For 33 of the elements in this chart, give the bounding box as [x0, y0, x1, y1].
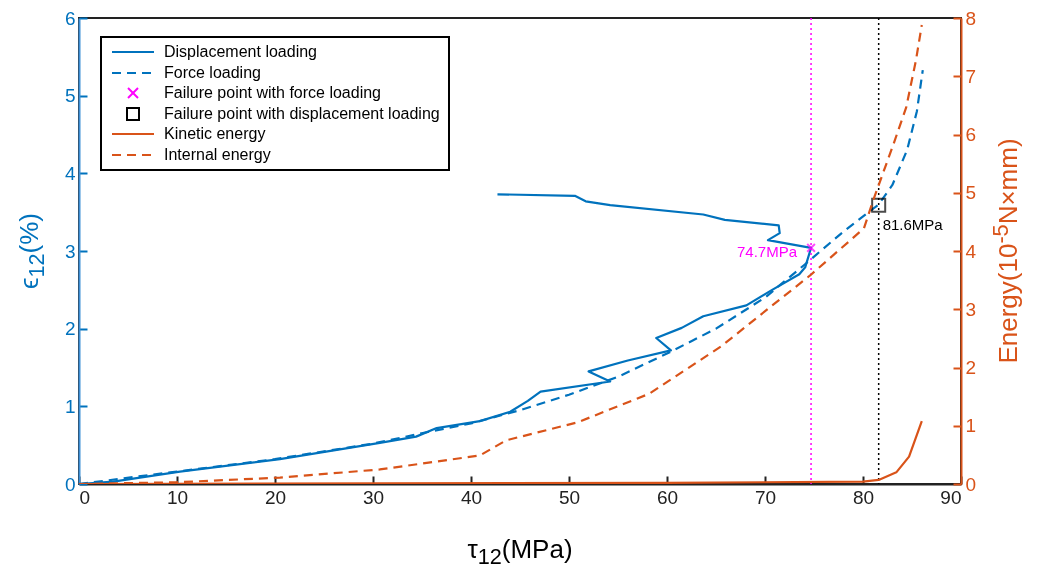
- y2-tick-label: 4: [965, 240, 977, 262]
- y2-tick-label: 6: [965, 124, 977, 145]
- x-tick-label: 90: [940, 486, 962, 508]
- y-tick-label: 3: [64, 240, 76, 262]
- x-tick-label: 80: [852, 486, 875, 508]
- annotation: 81.6MPa: [882, 216, 944, 234]
- x-tick-label: 40: [460, 486, 483, 508]
- y-tick-label: 2: [64, 318, 76, 340]
- x-axis-title: τ$_{12}$(MPa): [467, 533, 573, 571]
- x-tick-label: 70: [754, 486, 777, 508]
- legend-label: Failure point with force loading: [164, 84, 382, 103]
- legend-label: Displacement loading: [164, 43, 317, 62]
- annotation: 74.7MPa: [737, 242, 798, 260]
- y2-tick-label: 1: [965, 415, 977, 437]
- y2-tick-label: 7: [965, 65, 977, 87]
- x-tick-label: 60: [656, 486, 679, 508]
- legend-label: Internal energy: [164, 145, 271, 164]
- y-tick-label: 5: [64, 85, 76, 107]
- legend-label: Force loading: [164, 63, 261, 82]
- x-tick-label: 50: [558, 486, 581, 508]
- legend-label: Kinetic energy: [164, 125, 266, 144]
- y2-tick-label: 2: [965, 357, 977, 378]
- y2-tick-label: 3: [965, 298, 977, 320]
- x-tick-label: 30: [362, 486, 385, 508]
- y2-tick-label: 8: [965, 7, 977, 29]
- legend-label: Failure point with displacement loading: [164, 104, 440, 123]
- x-tick-label: 0: [79, 486, 91, 508]
- y-tick-label: 6: [64, 7, 76, 29]
- x-tick-label: 20: [264, 486, 287, 508]
- y2-tick-label: 5: [965, 182, 977, 204]
- y-tick-label: 4: [64, 162, 76, 184]
- y-tick-label: 1: [64, 395, 76, 417]
- x-tick-label: 10: [166, 486, 189, 508]
